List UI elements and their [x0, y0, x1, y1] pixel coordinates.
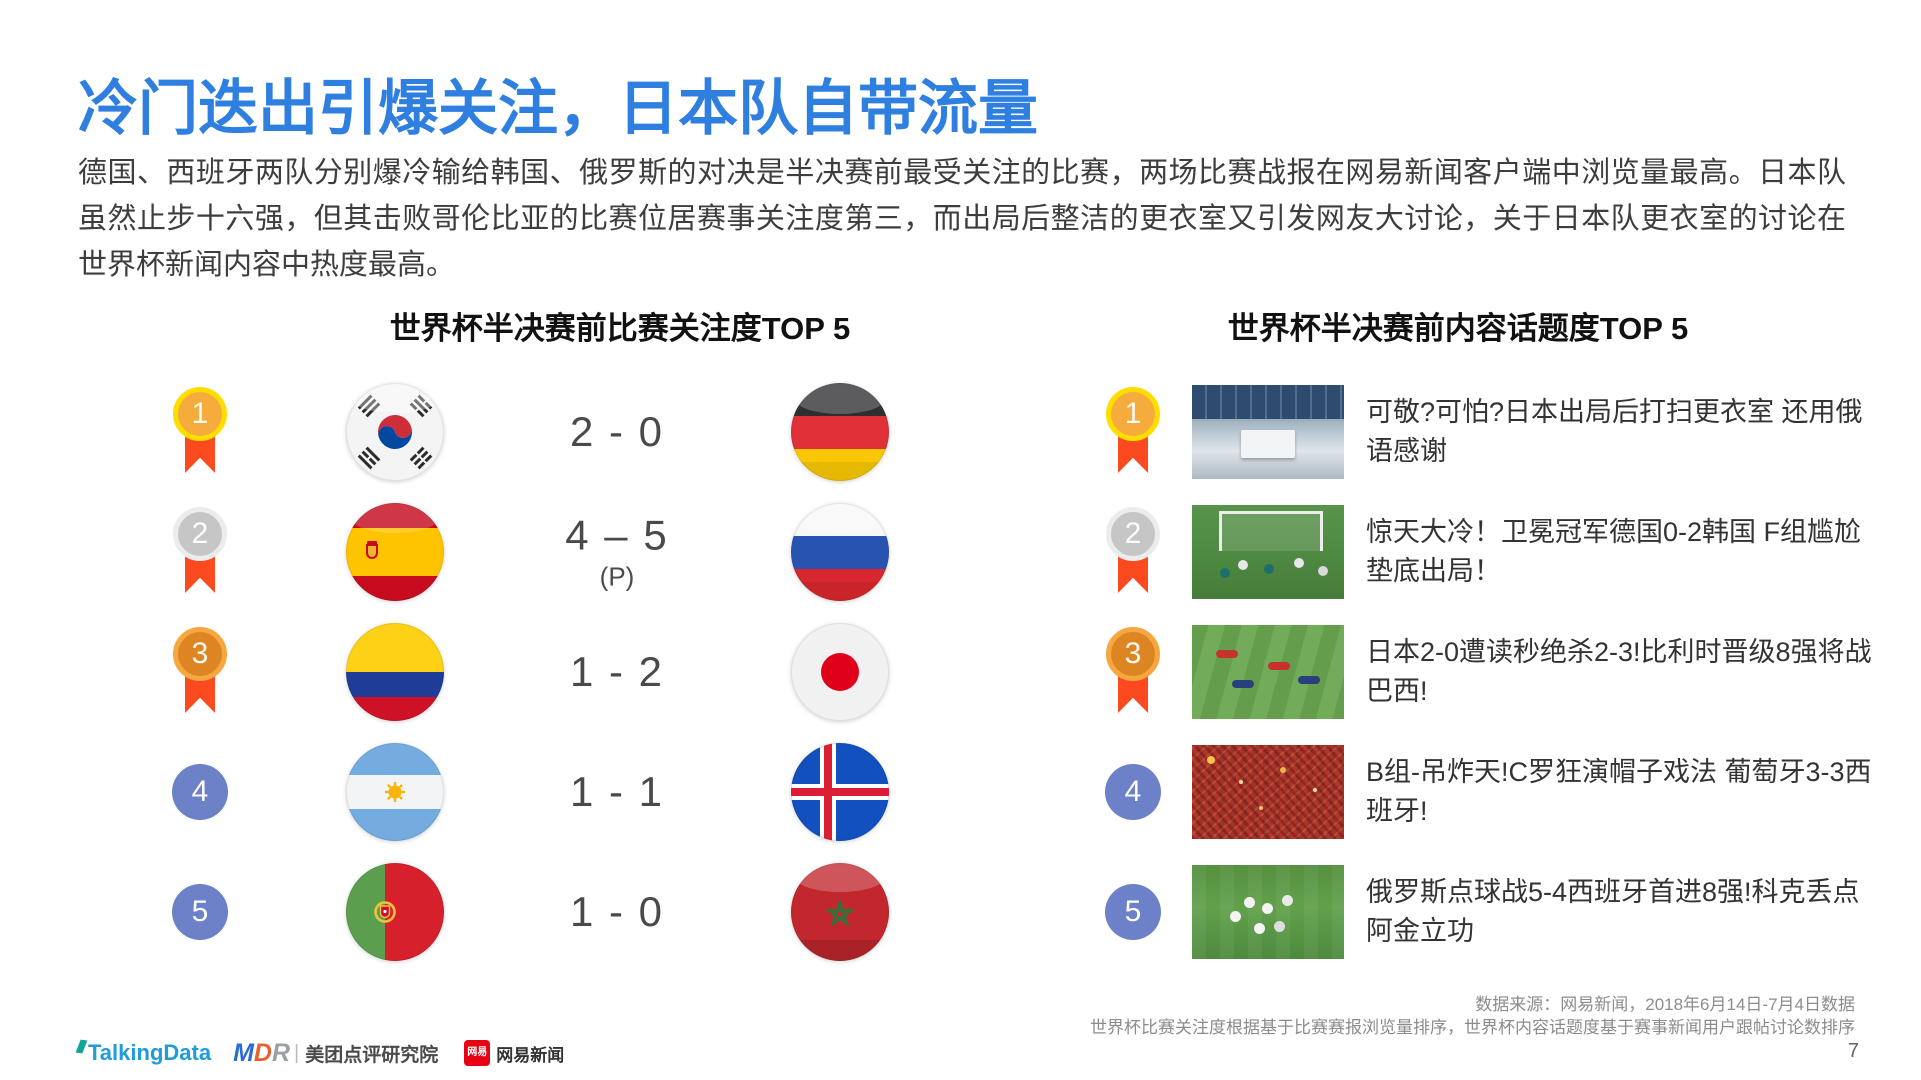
rank-number: 3: [173, 627, 227, 681]
topic-row: 3 日本2-0遭读秒绝杀2-3!比利时晋级8强将战巴西!: [1078, 612, 1878, 732]
match-score: 1 - 2: [569, 648, 665, 695]
footer-logos: TalkingData MDR | 美团点评研究院 网易 网易新闻: [75, 1036, 565, 1070]
goal-graphic: [1219, 510, 1323, 552]
rank-badge: 5: [172, 884, 228, 940]
flag-south-korea-icon: [346, 383, 444, 481]
topics-panel-heading: 世界杯半决赛前内容话题度TOP 5: [1227, 311, 1689, 346]
news-headline: 惊天大冷！卫冕冠军德国0-2韩国 F组尴尬垫底出局！: [1366, 517, 1862, 586]
rank-badge: 4: [1105, 764, 1161, 820]
source-line-2: 世界杯比赛关注度根据基于比赛赛报浏览量排序，世界杯内容话题度基于赛事新闻用户跟帖…: [1090, 1018, 1855, 1037]
topic-row: 1 可敬?可怕?日本出局后打扫更衣室 还用俄语感谢: [1078, 372, 1878, 492]
gold-medal-icon: 1: [172, 387, 228, 475]
silver-medal-icon: 2: [1105, 507, 1161, 595]
news-headline: 日本2-0遭读秒绝杀2-3!比利时晋级8强将战巴西!: [1366, 637, 1872, 706]
flag-colombia-icon: [346, 623, 444, 721]
crowd-dots-graphic: [1207, 756, 1216, 765]
players-graphic: [1231, 679, 1254, 688]
mdr-logo: MDR: [233, 1038, 291, 1067]
flag-portugal-icon: [346, 863, 444, 961]
match-row: 5 1 - 0: [78, 852, 1078, 972]
flag-japan-icon: [791, 623, 889, 721]
page-number: 7: [1847, 1040, 1859, 1062]
bench-graphic: [1240, 430, 1296, 459]
talkingdata-tick-icon: [75, 1039, 88, 1053]
flag-germany-icon: [791, 383, 889, 481]
news-headline: B组-吊炸天!C罗狂演帽子戏法 葡萄牙3-3西班牙!: [1366, 757, 1872, 826]
news-headline: 可敬?可怕?日本出局后打扫更衣室 还用俄语感谢: [1366, 397, 1863, 466]
bronze-medal-icon: 3: [172, 627, 228, 715]
topic-row: 4 B组-吊炸天!C罗狂演帽子戏法 葡萄牙3-3西班牙!: [1078, 732, 1878, 852]
japan-belgium-match-photo: [1192, 625, 1344, 719]
crowd-texture-graphic: [1192, 745, 1344, 839]
news-headline: 俄罗斯点球战5-4西班牙首进8强!科克丢点阿金立功: [1366, 877, 1860, 946]
germany-korea-match-photo: [1192, 505, 1344, 599]
flag-argentina-icon: [346, 743, 444, 841]
netease-badge-icon: 网易: [464, 1040, 491, 1066]
talkingdata-logo: TalkingData: [88, 1040, 212, 1065]
netease-news-logo: 网易新闻: [496, 1045, 565, 1065]
bronze-medal-icon: 3: [1105, 627, 1161, 715]
flag-russia-icon: [791, 503, 889, 601]
players-graphic: [1243, 896, 1255, 908]
match-row: 3 1 - 2: [78, 612, 1078, 732]
japan-locker-room-photo: [1192, 385, 1344, 479]
logo-divider: |: [294, 1041, 300, 1064]
page-title: 冷门迭出引爆关注，日本队自带流量: [78, 75, 1038, 142]
match-score: 1 - 0: [569, 888, 665, 935]
ranking-rows-area: 1: [0, 372, 1921, 972]
match-row: 2: [78, 492, 1078, 612]
match-score: 2 - 0: [569, 408, 665, 455]
rank-badge: 5: [1105, 884, 1161, 940]
data-source-note: 数据来源：网易新闻，2018年6月14日-7月4日数据 世界杯比赛关注度根据基于…: [1090, 993, 1855, 1039]
match-score: 4 – 5: [565, 511, 669, 559]
rank-number: 1: [173, 387, 227, 441]
match-row: 4: [78, 732, 1078, 852]
flag-spain-icon: [346, 503, 444, 601]
intro-paragraph: 德国、西班牙两队分别爆冷输给韩国、俄罗斯的对决是半决赛前最受关注的比赛，两场比赛…: [78, 157, 1846, 281]
rank-number: 2: [173, 507, 227, 561]
source-line-1: 数据来源：网易新闻，2018年6月14日-7月4日数据: [1475, 995, 1855, 1014]
penalty-note: (P): [599, 561, 635, 592]
rank-number: 1: [1106, 387, 1160, 441]
match-row: 1: [78, 372, 1078, 492]
rank-number: 2: [1106, 507, 1160, 561]
topic-row: 2 惊天大冷！卫冕冠军德国0-2韩国 F组尴尬垫底出局！: [1078, 492, 1878, 612]
flag-iceland-icon: [791, 743, 889, 841]
russia-spain-match-photo: [1192, 865, 1344, 959]
matches-panel-heading: 世界杯半决赛前比赛关注度TOP 5: [389, 311, 851, 346]
silver-medal-icon: 2: [172, 507, 228, 595]
locker-row-graphic: [1192, 385, 1344, 419]
pitch-stripes-graphic: [1192, 865, 1344, 959]
gold-medal-icon: 1: [1105, 387, 1161, 475]
meituan-dianping-logo: 美团点评研究院: [305, 1044, 439, 1066]
players-graphic: [1237, 559, 1248, 570]
flag-morocco-icon: [791, 863, 889, 961]
topic-row: 5 俄罗斯点球战5-4西班牙首进8强!科克丢点阿金立功: [1078, 852, 1878, 972]
rank-badge: 4: [172, 764, 228, 820]
rank-number: 3: [1106, 627, 1160, 681]
portugal-spain-fans-photo: [1192, 745, 1344, 839]
match-score: 1 - 1: [569, 768, 665, 815]
